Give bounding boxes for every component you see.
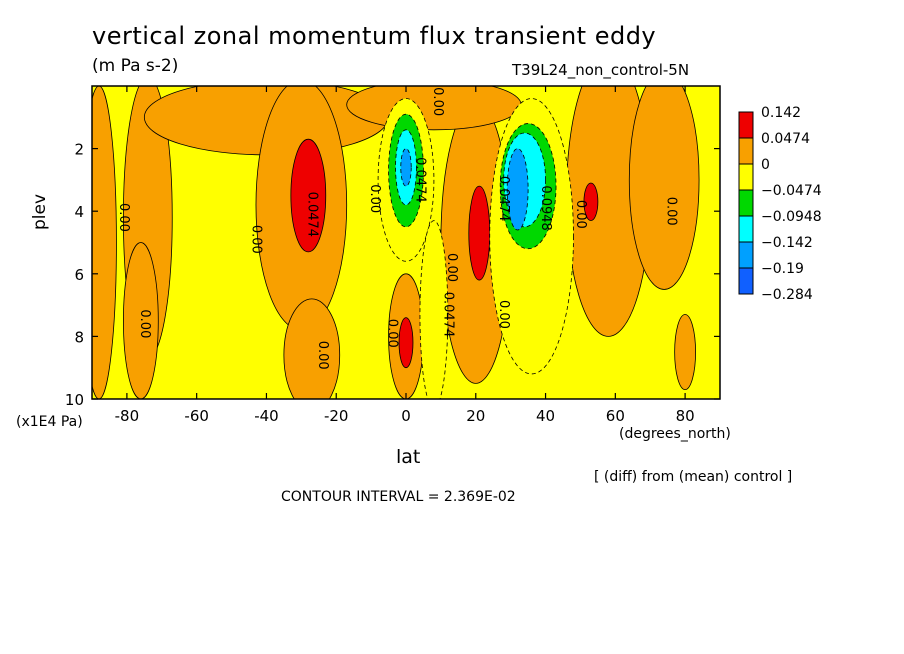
contour-label: 0.0474 xyxy=(440,292,455,338)
x-tick-label: 0 xyxy=(401,407,411,425)
contour-label: 0.00 xyxy=(573,200,588,229)
y-tick-label: 2 xyxy=(74,141,84,159)
contour-label: 0.00 xyxy=(248,225,263,254)
legend-swatch xyxy=(738,267,754,295)
x-tick-label: -80 xyxy=(115,407,140,425)
contour-label: 0.00 xyxy=(496,300,511,329)
contour-label: 0.00 xyxy=(116,203,131,232)
contour-label: 0.00 xyxy=(385,319,400,348)
x-tick-label: 60 xyxy=(606,407,625,425)
units-label: (m Pa s-2) xyxy=(92,56,179,76)
diff-note: [ (diff) from (mean) control ] xyxy=(594,469,793,485)
legend-label: −0.0474 xyxy=(761,183,822,199)
contour-label: 0.00 xyxy=(137,309,152,338)
contour-region xyxy=(674,314,696,391)
contour-region xyxy=(419,220,449,399)
contour-label: 0.0474 xyxy=(412,157,427,203)
x-tick-label: -40 xyxy=(254,407,279,425)
contour-region xyxy=(628,86,700,290)
legend-label: −0.142 xyxy=(761,235,813,251)
y-tick-label: 8 xyxy=(74,328,84,346)
legend-swatch xyxy=(738,163,754,191)
contour-region xyxy=(506,148,529,231)
contour-interval: CONTOUR INTERVAL = 2.369E-02 xyxy=(281,489,516,505)
legend-swatch xyxy=(738,137,754,165)
x-axis-label: lat xyxy=(396,446,421,468)
x-tick-label: 20 xyxy=(466,407,485,425)
legend-label: 0 xyxy=(761,157,770,173)
legend-label: −0.19 xyxy=(761,261,804,277)
legend-label: −0.284 xyxy=(761,287,813,303)
legend-label: −0.0948 xyxy=(761,209,822,225)
x-tick-label: -60 xyxy=(184,407,209,425)
chart-title: vertical zonal momentum flux transient e… xyxy=(92,22,657,50)
contour-label: 0.00 xyxy=(444,253,459,282)
legend-swatch xyxy=(738,215,754,243)
contour-label: 0.00 xyxy=(664,197,679,226)
y-axis-units: (x1E4 Pa) xyxy=(16,414,83,430)
contour-region xyxy=(123,242,159,399)
contour-region xyxy=(583,182,599,221)
contour-label: 0.00 xyxy=(315,341,330,370)
y-tick-label: 6 xyxy=(74,266,84,284)
legend-swatch xyxy=(738,241,754,269)
run-label: T39L24_non_control-5N xyxy=(512,61,690,79)
y-tick-label: 4 xyxy=(74,203,84,221)
x-tick-label: 40 xyxy=(536,407,555,425)
x-axis-units: (degrees_north) xyxy=(619,426,731,442)
contour-label: 0.0474 xyxy=(304,192,319,238)
legend-swatch xyxy=(738,111,754,139)
contour-label: 0.00 xyxy=(430,87,445,116)
contour-region xyxy=(398,317,414,369)
y-tick-label: 10 xyxy=(65,391,84,409)
legend-swatch xyxy=(738,189,754,217)
contour-label: 0.00 xyxy=(367,184,382,213)
contour-region xyxy=(290,138,327,253)
legend-label: 0.142 xyxy=(761,105,801,121)
contour-region xyxy=(283,298,341,399)
contour-label: 0.0948 xyxy=(538,185,553,231)
contour-region xyxy=(400,148,412,187)
contour-region xyxy=(468,185,491,281)
legend-label: 0.0474 xyxy=(761,131,810,147)
x-tick-label: -20 xyxy=(324,407,349,425)
contour-region xyxy=(92,86,117,399)
x-tick-label: 80 xyxy=(676,407,695,425)
contour-label: 0.0474 xyxy=(496,176,511,222)
